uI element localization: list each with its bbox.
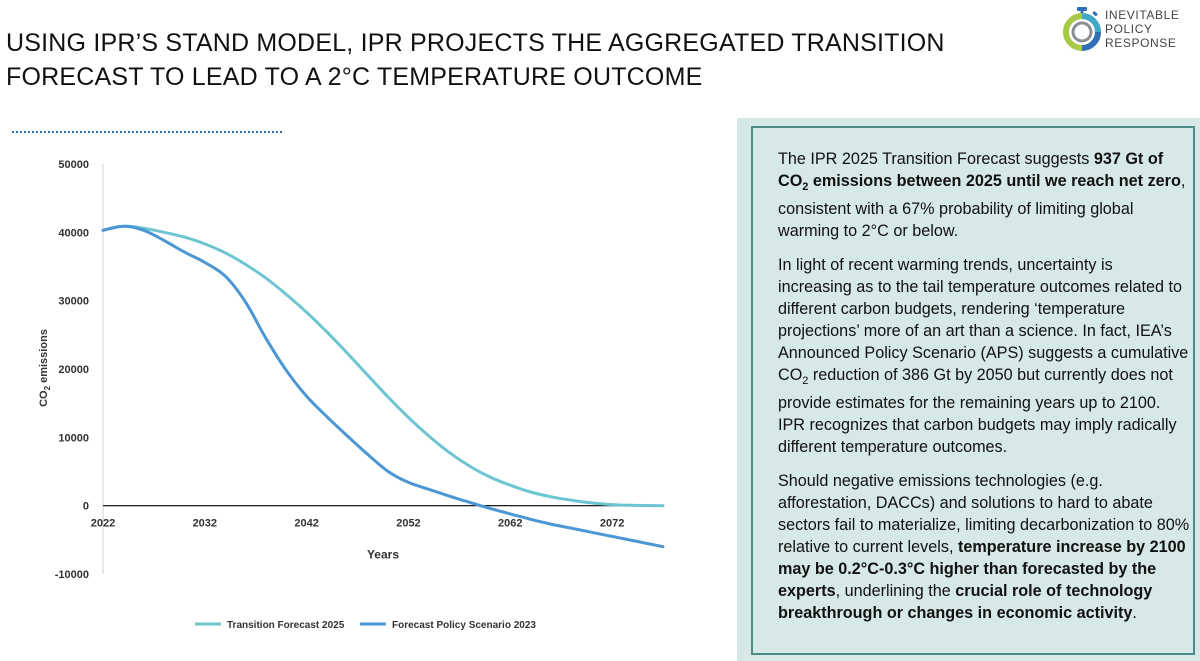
stopwatch-icon [1063, 7, 1101, 51]
logo-line-3: RESPONSE [1105, 36, 1177, 50]
x-tick-label: 2072 [600, 518, 624, 530]
ipr-logo: INEVITABLE POLICY RESPONSE [1062, 6, 1197, 56]
p2-text-b: reduction of 386 Gt by 2050 but currentl… [778, 366, 1177, 457]
p1-text-b: 937 Gt of CO [778, 150, 1164, 190]
y-axis-label-rest: emissions [38, 329, 50, 386]
p1-subscript: 2 [802, 181, 809, 194]
logo-line-1: INEVITABLE [1105, 8, 1180, 22]
p1-text-c: emissions between 2025 until we reach ne… [808, 172, 1181, 190]
y-axis-label-main: CO [38, 390, 50, 407]
series-line-forecast-policy-scenario-2023 [101, 224, 665, 549]
p1-text-d: , consistent with a 67% probability of l… [778, 172, 1186, 241]
y-tick-label: 30000 [58, 296, 89, 308]
p3-bold-technology: crucial role of technology breakthrough … [778, 582, 1153, 623]
series-line-transition-forecast-2025 [101, 224, 665, 508]
y-axis-label-sub: 2 [43, 385, 52, 390]
p2-text-a: In light of recent warming trends, uncer… [778, 256, 1189, 385]
summary-paragraph-1: The IPR 2025 Transition Forecast suggest… [778, 148, 1190, 242]
summary-panel-border [751, 126, 1195, 655]
x-tick-label: 2032 [193, 518, 217, 530]
emissions-line-chart: -10000 0 10000 20000 30000 40000 50000 2022 2032… [38, 159, 665, 631]
p3-text-a: Should negative emissions technologies (… [778, 472, 1190, 557]
summary-panel [737, 118, 1200, 661]
x-tick-label: 2022 [91, 518, 115, 530]
p3-bold-temperature: temperature increase by 2100 may be 0.2°… [778, 538, 1186, 601]
logo-wordmark: INEVITABLE POLICY RESPONSE [1105, 8, 1179, 50]
legend-label: Transition Forecast 2025 [227, 620, 345, 631]
y-tick-label: 50000 [58, 159, 89, 171]
page-title: USING IPR’S STAND MODEL, IPR PROJECTS TH… [6, 29, 945, 91]
summary-text: The IPR 2025 Transition Forecast suggest… [778, 148, 1190, 636]
y-tick-label: 40000 [58, 227, 89, 239]
y-tick-label: -10000 [55, 569, 89, 581]
x-tick-label: 2052 [396, 518, 420, 530]
p1-text-a: The IPR 2025 Transition Forecast suggest… [778, 150, 1094, 168]
title-divider-dots [12, 131, 282, 133]
legend-label: Forecast Policy Scenario 2023 [392, 620, 536, 631]
p3-text-e: . [1132, 604, 1137, 623]
p1-bold-emissions: 937 Gt of CO2 emissions between 2025 unt… [778, 150, 1181, 194]
y-tick-label: 10000 [58, 432, 89, 444]
summary-paragraph-3: Should negative emissions technologies (… [778, 470, 1190, 624]
summary-paragraph-2: In light of recent warming trends, uncer… [778, 254, 1190, 458]
p2-subscript: 2 [802, 375, 809, 388]
y-tick-label: 20000 [58, 364, 89, 376]
x-tick-label: 2062 [498, 518, 522, 530]
y-tick-label: 0 [83, 501, 89, 513]
y-axis-label: CO2 emissions [38, 329, 52, 407]
x-axis-label: Years [367, 548, 399, 562]
p3-text-c: , underlining the [835, 582, 956, 601]
logo-line-2: POLICY [1105, 22, 1153, 36]
x-tick-label: 2042 [294, 518, 318, 530]
